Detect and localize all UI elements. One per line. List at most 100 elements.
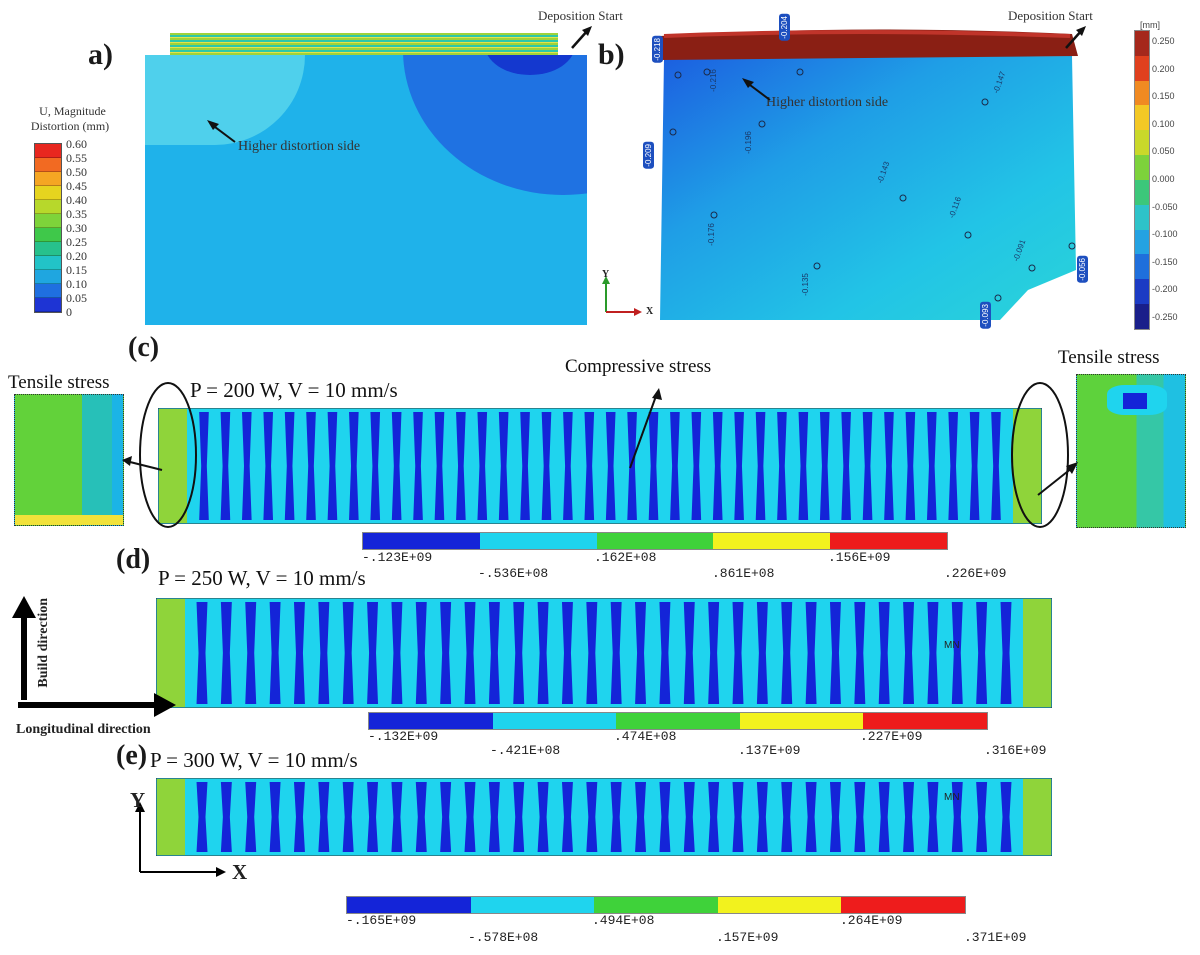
beam-tensile-end-left xyxy=(159,409,187,523)
legend-a-swatch xyxy=(35,242,61,256)
compressive-stripe xyxy=(926,412,937,520)
compressive-stripe xyxy=(755,412,766,520)
panel-b-probe-markers xyxy=(669,68,1076,302)
panel-c-stress-contour xyxy=(158,408,1042,524)
legend-a-swatch xyxy=(35,172,61,186)
panel-a-legend-title-2: Distortion (mm) xyxy=(30,119,110,133)
panel-d-stress-contour xyxy=(156,598,1052,708)
panel-c-cb-bottom-2: .226E+09 xyxy=(944,566,1007,581)
compressive-stripe xyxy=(691,412,702,520)
compressive-stripe xyxy=(563,412,573,520)
compressive-stripe xyxy=(220,782,232,852)
compressive-stripe xyxy=(488,602,500,704)
panel-c-cb-top-1: .162E+08 xyxy=(594,550,657,565)
colorbar-segment xyxy=(830,533,947,549)
beam-background xyxy=(158,408,1042,524)
legend-b-value: 0.200 xyxy=(1152,63,1175,74)
panel-e-title: P = 300 W, V = 10 mm/s xyxy=(150,748,358,772)
panel-b-note-arrow xyxy=(742,78,771,101)
compressive-stripe xyxy=(220,412,231,520)
compressive-stripe xyxy=(991,412,1001,520)
compressive-stripe xyxy=(777,412,787,520)
panel-e-cb-bottom-0: -.578E+08 xyxy=(468,930,539,945)
panel-e-stress-contour xyxy=(156,778,1052,856)
legend-b-value: 0.250 xyxy=(1152,36,1175,46)
compressive-stripe xyxy=(349,412,359,520)
panel-a-deposition-arrow xyxy=(571,26,592,49)
legend-b-value: 0.050 xyxy=(1152,146,1175,157)
compressive-stripe xyxy=(951,782,963,852)
panel-c-colorbar xyxy=(362,532,948,550)
legend-a-value: 0 xyxy=(66,305,72,319)
legend-b-swatch xyxy=(1135,279,1149,305)
beam-tensile-end-left xyxy=(157,599,185,707)
compressive-stripe xyxy=(537,782,549,852)
compressive-stripe xyxy=(269,602,281,704)
panel-e-mn-marker: MN xyxy=(944,792,960,803)
beam-tensile-end-left xyxy=(157,779,185,855)
compressive-stripe xyxy=(756,782,768,852)
colorbar-segment xyxy=(717,897,842,913)
compressive-stripe xyxy=(708,602,720,704)
compressive-stripe xyxy=(610,782,622,852)
compressive-stripe xyxy=(670,412,680,520)
legend-b-swatch xyxy=(1135,179,1149,205)
compressive-stripe xyxy=(976,782,988,852)
panel-a-note-arrow xyxy=(207,120,236,143)
compressive-stripe xyxy=(659,602,671,704)
panel-e-cb-top-0: -.165E+09 xyxy=(346,913,417,928)
beam-tensile-end-right xyxy=(1023,599,1051,707)
legend-b-value: -0.250 xyxy=(1152,312,1178,322)
legend-a-value: 0.05 xyxy=(66,291,87,305)
legend-b-swatch xyxy=(1135,229,1149,255)
compressive-stripe xyxy=(477,412,488,520)
compressive-stripe xyxy=(241,412,252,520)
panel-e-cb-bottom-1: .157E+09 xyxy=(716,930,779,945)
panel-a-legend-colorbar xyxy=(34,143,62,313)
beam-tensile-end-right xyxy=(1023,779,1051,855)
compressive-stripe xyxy=(541,412,552,520)
compressive-stripe xyxy=(586,602,598,704)
legend-a-value: 0.20 xyxy=(66,249,87,263)
compressive-stripe xyxy=(391,602,403,704)
panel-e-cb-top-2: .264E+09 xyxy=(840,913,903,928)
compressive-stripe xyxy=(951,602,963,704)
legend-b-swatch xyxy=(1135,254,1149,280)
compressive-stripe xyxy=(284,412,295,520)
legend-a-swatch xyxy=(35,228,61,242)
compressive-stripe xyxy=(367,782,379,852)
compressive-stripe xyxy=(976,602,988,704)
panel-c-cb-bottom-0: -.536E+08 xyxy=(478,566,549,581)
compressive-stripe xyxy=(903,782,915,852)
compressive-stripe xyxy=(927,602,939,704)
beam-background xyxy=(156,598,1052,708)
compressive-stripe xyxy=(293,602,305,704)
legend-a-swatch xyxy=(35,270,61,284)
compressive-stripe xyxy=(413,412,423,520)
panel-d-letter: (d) xyxy=(116,544,151,575)
compressive-stripe xyxy=(263,412,274,520)
panel-b-deposition-arrow xyxy=(1065,26,1086,49)
legend-b-value: -0.150 xyxy=(1152,256,1178,267)
panel-e-axis-x: X xyxy=(232,860,248,884)
compressive-stripe xyxy=(327,412,338,520)
compressive-stripe xyxy=(708,782,720,852)
compressive-stripe xyxy=(513,782,525,852)
panel-a-letter: a) xyxy=(88,38,113,71)
panel-c-cb-bottom-1: .861E+08 xyxy=(712,566,775,581)
direction-arrows xyxy=(12,596,176,717)
legend-a-swatch xyxy=(35,284,61,298)
colorbar-segment xyxy=(594,897,718,913)
compressive-stripe xyxy=(878,782,890,852)
legend-a-value: 0.50 xyxy=(66,165,87,179)
legend-a-value: 0.10 xyxy=(66,277,87,291)
panel-b-legend-colorbar xyxy=(1134,30,1150,330)
legend-b-value: 0.000 xyxy=(1152,174,1175,184)
panel-c-tensile-right-label: Tensile stress xyxy=(1058,347,1160,368)
legend-b-swatch xyxy=(1135,304,1149,329)
compressive-stripe xyxy=(854,782,866,852)
panel-b-axis-triad xyxy=(602,276,642,316)
compressive-stripe xyxy=(245,782,257,852)
compressive-stripe xyxy=(712,412,723,520)
panel-c-cb-top-2: .156E+09 xyxy=(828,550,891,565)
